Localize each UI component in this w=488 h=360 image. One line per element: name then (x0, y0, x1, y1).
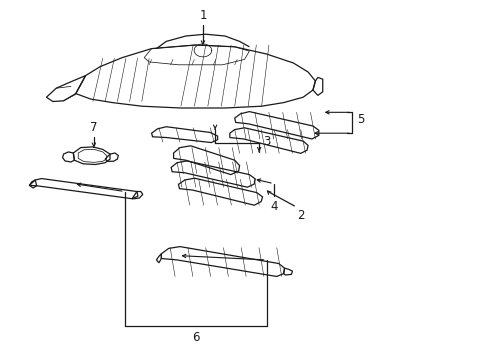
Text: 6: 6 (191, 331, 199, 344)
Text: 1: 1 (199, 9, 206, 22)
Text: 7: 7 (90, 121, 98, 134)
Text: 5: 5 (356, 113, 364, 126)
Text: 2: 2 (297, 209, 304, 222)
Text: 3: 3 (263, 135, 270, 148)
Text: 4: 4 (269, 200, 277, 213)
